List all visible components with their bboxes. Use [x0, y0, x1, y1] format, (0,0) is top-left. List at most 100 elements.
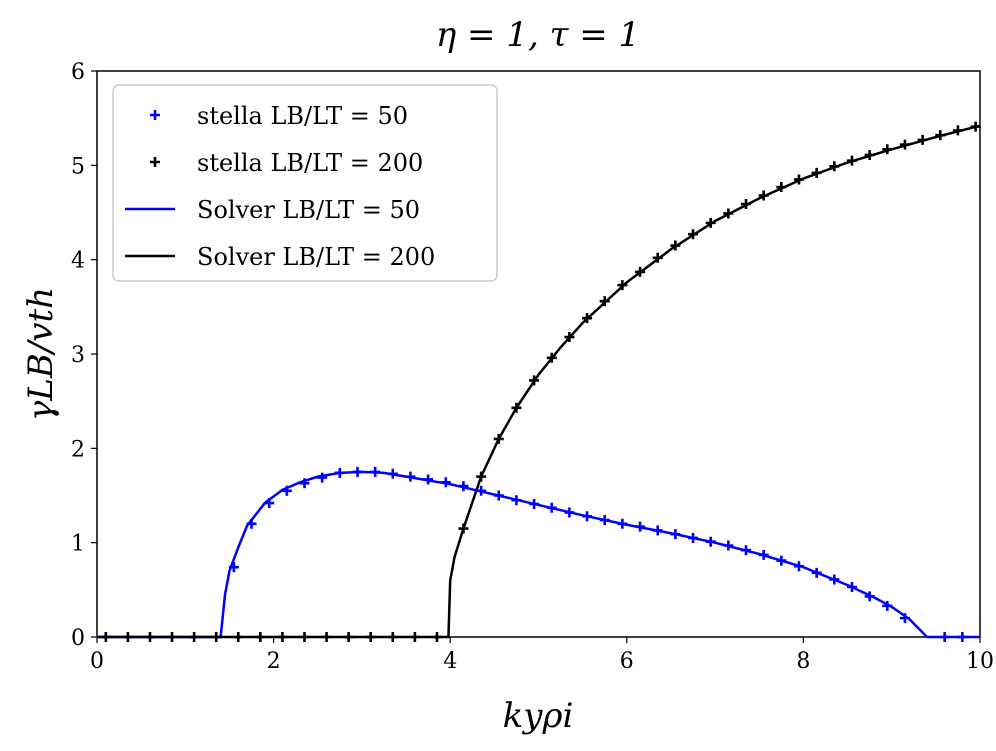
marker	[476, 485, 487, 496]
marker	[423, 474, 434, 485]
marker	[652, 525, 663, 536]
marker	[150, 157, 160, 167]
marker	[617, 280, 628, 291]
marker	[493, 433, 504, 444]
marker	[321, 632, 332, 642]
marker	[829, 161, 840, 172]
marker	[476, 471, 487, 482]
marker	[546, 502, 557, 513]
marker	[599, 296, 610, 307]
marker	[635, 521, 646, 532]
x-tick-label: 0	[90, 649, 104, 674]
marker	[776, 182, 787, 193]
marker	[228, 562, 239, 573]
marker	[493, 490, 504, 501]
marker	[167, 632, 178, 642]
marker	[299, 478, 310, 489]
marker	[741, 199, 752, 210]
marker	[352, 466, 363, 477]
marker	[211, 632, 222, 642]
marker	[582, 511, 593, 522]
marker	[723, 540, 734, 551]
marker	[670, 240, 681, 251]
marker	[255, 632, 266, 642]
y-tick-label: 2	[71, 437, 85, 462]
marker	[264, 498, 275, 509]
marker	[440, 477, 451, 488]
marker	[811, 567, 822, 578]
y-tick-label: 3	[71, 343, 85, 368]
legend-label: Solver LB/LT = 50	[197, 196, 420, 224]
marker	[529, 375, 540, 386]
solver-line	[97, 470, 980, 639]
marker	[957, 632, 968, 642]
marker	[670, 529, 681, 540]
marker	[100, 632, 111, 642]
y-tick-label: 4	[71, 249, 85, 274]
marker	[150, 110, 160, 120]
marker	[705, 536, 716, 547]
marker	[917, 134, 928, 145]
x-tick-label: 10	[966, 649, 994, 674]
y-tick-label: 5	[71, 154, 85, 179]
marker	[899, 613, 910, 624]
marker	[370, 466, 381, 477]
marker	[564, 507, 575, 518]
marker	[970, 121, 981, 132]
y-tick-label: 1	[71, 532, 85, 557]
y-tick-label: 0	[71, 626, 85, 651]
marker	[387, 468, 398, 479]
marker	[431, 632, 442, 642]
marker	[599, 515, 610, 526]
legend-label: stella LB/LT = 50	[197, 102, 408, 130]
marker	[409, 632, 420, 642]
legend-label: Solver LB/LT = 200	[197, 243, 435, 271]
marker	[793, 561, 804, 572]
marker	[741, 545, 752, 556]
marker	[846, 582, 857, 593]
marker	[529, 498, 540, 509]
marker	[277, 632, 288, 642]
marker	[846, 155, 857, 166]
marker	[899, 139, 910, 150]
marker	[458, 481, 469, 492]
marker	[617, 518, 628, 529]
marker	[864, 149, 875, 160]
legend-box	[112, 84, 498, 282]
marker	[952, 125, 963, 136]
marker	[864, 591, 875, 602]
marker	[882, 600, 893, 611]
marker	[882, 144, 893, 155]
marker	[365, 632, 376, 642]
marker	[776, 555, 787, 566]
marker	[511, 402, 522, 413]
marker	[935, 130, 946, 141]
marker	[458, 523, 469, 534]
x-tick-label: 4	[443, 649, 457, 674]
marker	[317, 472, 328, 483]
marker	[564, 332, 575, 343]
marker	[688, 229, 699, 240]
marker	[811, 167, 822, 178]
marker	[122, 632, 133, 642]
marker	[246, 518, 257, 529]
x-tick-label: 8	[796, 649, 810, 674]
marker	[511, 495, 522, 506]
legend-label: stella LB/LT = 200	[197, 149, 423, 177]
marker	[635, 266, 646, 277]
marker	[546, 352, 557, 363]
x-axis-label: kyρi	[503, 696, 574, 736]
marker	[189, 632, 200, 642]
marker	[233, 632, 244, 642]
marker	[343, 632, 354, 642]
x-tick-label: 2	[267, 649, 281, 674]
y-tick-label: 6	[71, 60, 85, 85]
marker	[723, 208, 734, 219]
solver-line	[97, 124, 980, 639]
y-axis-label: γLB/vth	[21, 287, 61, 421]
marker	[688, 532, 699, 543]
marker	[281, 485, 292, 496]
marker	[387, 632, 398, 642]
marker	[793, 174, 804, 185]
